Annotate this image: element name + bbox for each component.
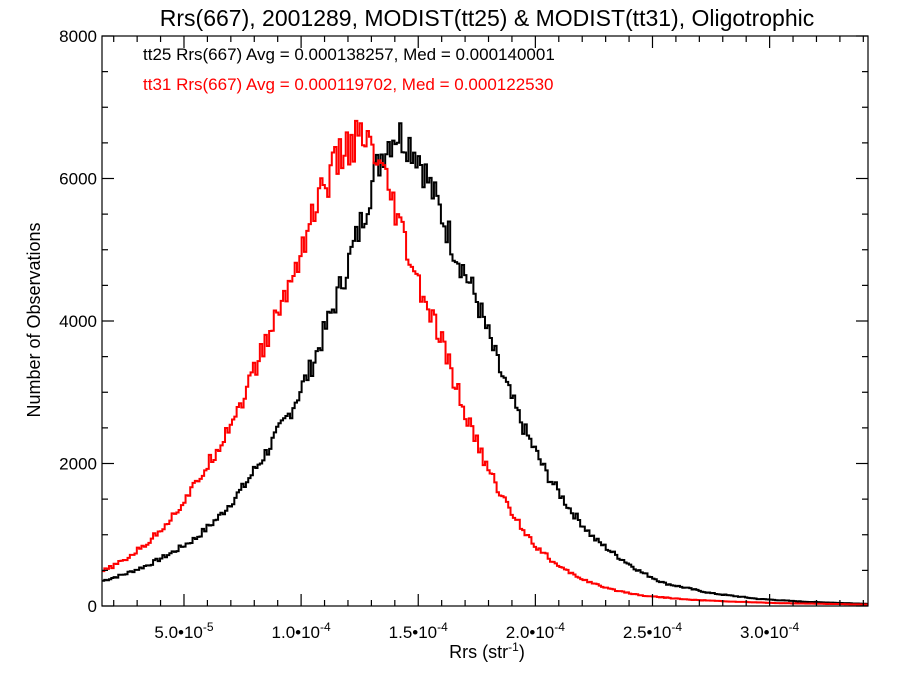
y-tick-label: 8000 xyxy=(59,27,97,46)
x-axis-label: Rrs (str-1) xyxy=(449,640,525,662)
x-tick-label: 2.5•10-4 xyxy=(623,620,682,642)
legend-entry-tt31: tt31 Rrs(667) Avg = 0.000119702, Med = 0… xyxy=(143,75,554,94)
y-tick-label: 2000 xyxy=(59,455,97,474)
series-layer xyxy=(102,119,868,606)
series-tt25-line xyxy=(102,122,868,605)
x-axis-label-close: ) xyxy=(519,642,525,662)
x-axis-label-main: Rrs (str xyxy=(449,642,508,662)
chart-title: Rrs(667), 2001289, MODIST(tt25) & MODIST… xyxy=(160,5,814,31)
axes: 0 2000 4000 6000 8000 5.0•10-5 1.0•10-4 1.5•10-… xyxy=(59,27,869,642)
x-axis-label-exponent: -1 xyxy=(508,640,519,654)
x-tick-label: 1.0•10-4 xyxy=(272,620,331,642)
y-tick-label: 6000 xyxy=(59,170,97,189)
series-tt31-line xyxy=(102,119,868,606)
legend-entry-tt25: tt25 Rrs(667) Avg = 0.000138257, Med = 0… xyxy=(143,45,555,64)
y-tick-label: 4000 xyxy=(59,312,97,331)
y-tick-label: 0 xyxy=(88,597,97,616)
y-axis-label: Number of Observations xyxy=(24,222,44,417)
legend: tt25 Rrs(667) Avg = 0.000138257, Med = 0… xyxy=(143,45,555,94)
x-tick-label: 5.0•10-5 xyxy=(154,620,213,642)
x-tick-label: 3.0•10-4 xyxy=(740,620,799,642)
x-tick-label: 2.0•10-4 xyxy=(506,620,565,642)
x-tick-label: 1.5•10-4 xyxy=(389,620,448,642)
